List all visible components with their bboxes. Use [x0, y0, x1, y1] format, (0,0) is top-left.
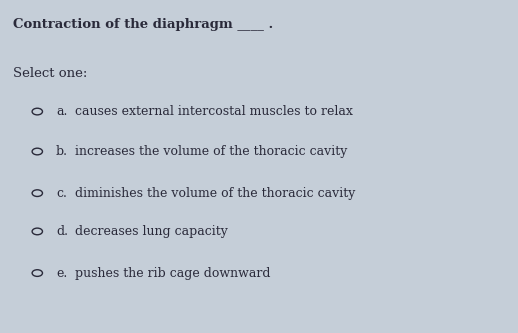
Text: causes external intercostal muscles to relax: causes external intercostal muscles to r…	[75, 105, 353, 118]
Text: a.: a.	[56, 105, 67, 118]
Text: decreases lung capacity: decreases lung capacity	[75, 225, 228, 238]
Text: b.: b.	[56, 145, 68, 158]
Text: diminishes the volume of the thoracic cavity: diminishes the volume of the thoracic ca…	[75, 186, 355, 200]
Text: Select one:: Select one:	[13, 67, 88, 80]
Text: c.: c.	[56, 186, 67, 200]
Text: Contraction of the diaphragm ____ .: Contraction of the diaphragm ____ .	[13, 18, 273, 31]
Text: d.: d.	[56, 225, 68, 238]
Text: pushes the rib cage downward: pushes the rib cage downward	[75, 266, 270, 280]
Text: increases the volume of the thoracic cavity: increases the volume of the thoracic cav…	[75, 145, 348, 158]
Text: e.: e.	[56, 266, 67, 280]
